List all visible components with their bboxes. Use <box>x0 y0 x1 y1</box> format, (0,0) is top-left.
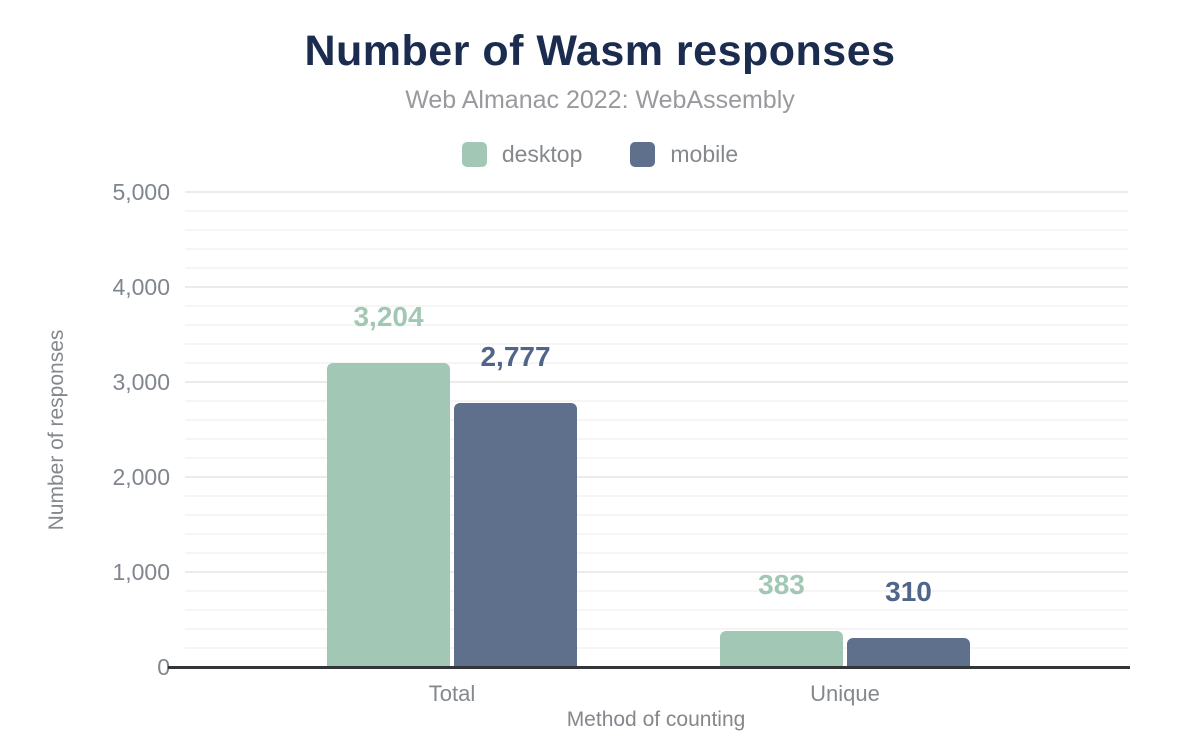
legend-swatch-mobile-icon <box>630 142 656 167</box>
minor-gridline <box>185 343 1128 345</box>
legend-item-desktop: desktop <box>461 141 583 168</box>
value-label-desktop-total: 3,204 <box>353 300 424 332</box>
x-axis-title: Method of counting <box>566 708 746 731</box>
plot-area: 0 1,000 2,000 3,000 4,000 5,000 3,204 2,777 Tota… <box>112 180 1130 706</box>
legend: desktop mobile <box>0 141 1200 168</box>
minor-gridline <box>185 609 1128 611</box>
minor-gridline <box>185 552 1128 554</box>
y-axis-title: Number of responses <box>45 329 68 531</box>
minor-gridline <box>185 438 1128 440</box>
value-label-desktop-unique: 383 <box>758 568 805 600</box>
y-tick-label: 0 <box>157 654 170 680</box>
major-gridline <box>185 286 1128 288</box>
bar-desktop-total[interactable] <box>327 362 450 667</box>
bar-desktop-unique[interactable] <box>720 630 843 667</box>
minor-gridline <box>185 533 1128 535</box>
minor-gridline <box>185 248 1128 250</box>
minor-gridline <box>185 229 1128 231</box>
minor-gridline <box>185 419 1128 421</box>
legend-swatch-desktop-icon <box>461 142 487 167</box>
major-gridline <box>185 191 1128 193</box>
minor-gridline <box>185 514 1128 516</box>
x-tick-unique: Unique <box>810 681 880 706</box>
y-tick-label: 2,000 <box>112 464 170 490</box>
minor-gridline <box>185 400 1128 402</box>
minor-gridline <box>185 305 1128 307</box>
major-gridline <box>185 476 1128 478</box>
chart-subtitle: Web Almanac 2022: WebAssembly <box>405 86 795 114</box>
minor-gridline <box>185 495 1128 497</box>
minor-gridline <box>185 267 1128 269</box>
minor-gridline <box>185 457 1128 459</box>
major-gridline <box>185 571 1128 573</box>
minor-gridline <box>185 628 1128 630</box>
major-gridline <box>185 381 1128 383</box>
y-tick-label: 5,000 <box>112 179 170 205</box>
y-tick-label: 1,000 <box>112 559 170 585</box>
minor-gridline <box>185 647 1128 649</box>
x-tick-total: Total <box>428 681 476 706</box>
value-label-mobile-total: 2,777 <box>480 341 551 373</box>
chart-title: Number of Wasm responses <box>304 27 896 75</box>
legend-label-mobile: mobile <box>670 141 739 167</box>
legend-item-mobile: mobile <box>630 141 738 168</box>
legend-label-desktop: desktop <box>501 141 583 167</box>
bar-mobile-unique[interactable] <box>847 637 970 667</box>
minor-gridline <box>185 590 1128 592</box>
minor-gridline <box>185 362 1128 364</box>
x-axis-line <box>168 666 1130 669</box>
y-tick-label: 4,000 <box>112 274 170 300</box>
minor-gridline <box>185 210 1128 212</box>
y-tick-label: 3,000 <box>112 369 170 395</box>
value-label-mobile-unique: 310 <box>885 575 932 607</box>
bar-mobile-total[interactable] <box>454 403 577 667</box>
minor-gridline <box>185 324 1128 326</box>
